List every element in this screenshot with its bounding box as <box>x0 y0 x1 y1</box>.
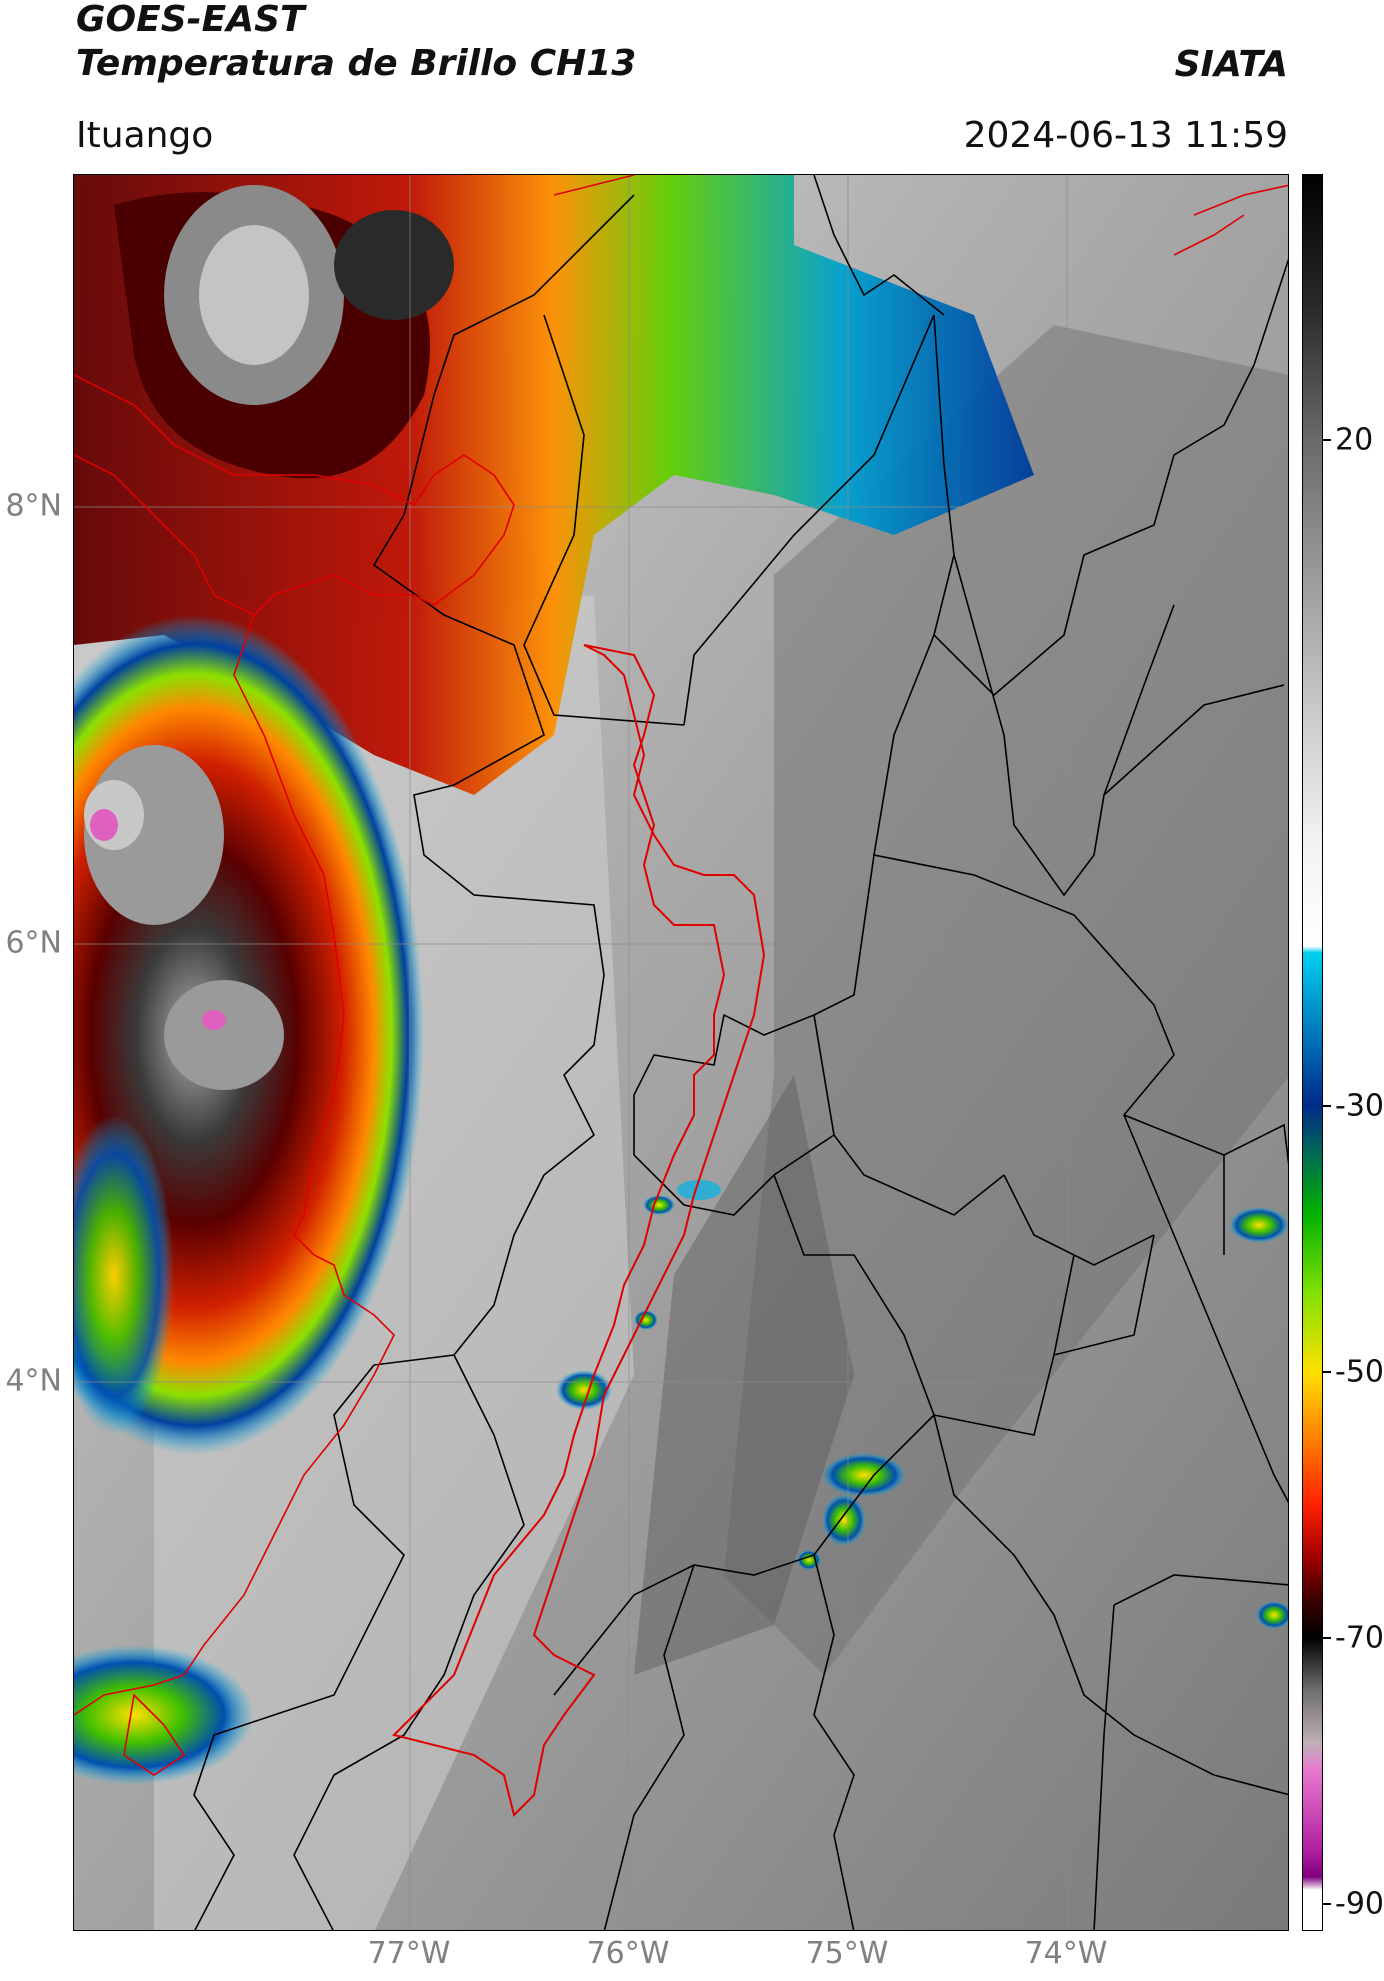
colorbar-tick-label: 20 <box>1335 422 1374 458</box>
lon-label-74w: 74°W <box>1024 1936 1108 1971</box>
lon-label-76w: 76°W <box>586 1936 670 1971</box>
product-title: Temperatura de Brillo CH13 <box>76 43 637 84</box>
region-label: Ituango <box>76 115 214 156</box>
lat-label-4n: 4°N <box>5 1363 62 1399</box>
colorbar-tick <box>1323 1370 1331 1373</box>
colorbar-tick <box>1323 439 1331 442</box>
colorbar-tick <box>1323 1903 1331 1906</box>
colorbar <box>1302 174 1323 1931</box>
satellite-title: GOES-EAST <box>76 0 305 40</box>
agency-label: SIATA <box>1174 44 1288 85</box>
colorbar-tick <box>1323 1637 1331 1640</box>
datetime-label: 2024-06-13 11:59 <box>963 115 1288 156</box>
lon-label-77w: 77°W <box>367 1936 451 1971</box>
colorbar-tick <box>1323 1104 1331 1107</box>
colorbar-tick-label: -90 <box>1335 1886 1384 1922</box>
lat-label-8n: 8°N <box>5 488 62 524</box>
lat-label-6n: 6°N <box>5 925 62 961</box>
colorbar-tick-label: -70 <box>1335 1620 1384 1656</box>
lon-label-75w: 75°W <box>805 1936 889 1971</box>
basin-outline <box>392 644 766 1817</box>
colorbar-tick-label: -30 <box>1335 1088 1384 1124</box>
colorbar-tick-label: -50 <box>1335 1354 1384 1390</box>
satellite-map <box>73 174 1289 1931</box>
